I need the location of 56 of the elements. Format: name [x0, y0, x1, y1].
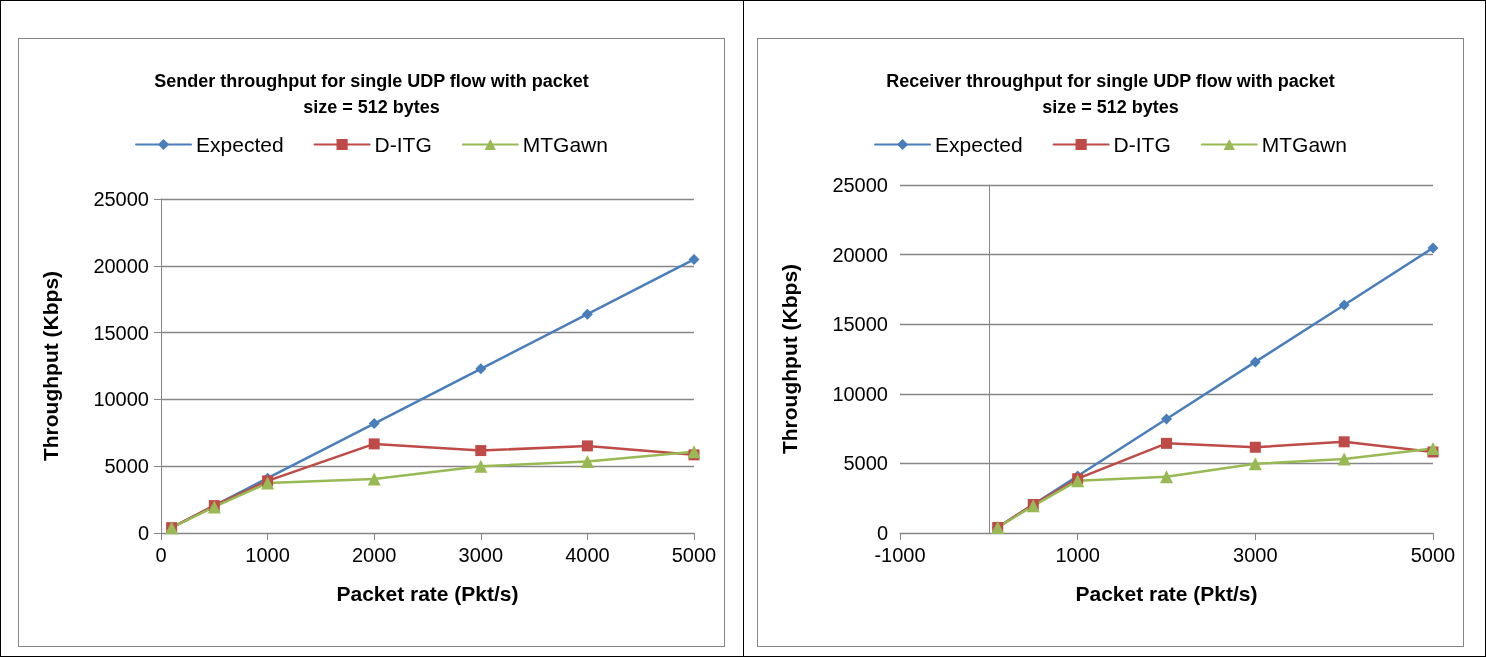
point [580, 455, 594, 469]
point [367, 472, 381, 486]
point [688, 253, 700, 265]
x-tick-label: 1000 [245, 544, 290, 566]
y-tick-label: 25000 [93, 188, 149, 210]
x-tick-label: 1000 [1055, 544, 1100, 566]
point [1338, 436, 1350, 448]
y-tick-label: 0 [137, 522, 149, 544]
point [1161, 413, 1172, 425]
point [475, 445, 487, 457]
point [687, 445, 701, 459]
point [1161, 437, 1172, 449]
point [581, 440, 593, 452]
legend-label: D-ITG [374, 133, 432, 156]
y-axis-title: Throughput (Kbps) [39, 270, 62, 462]
point [474, 459, 488, 473]
y-tick-label: 20000 [832, 243, 888, 266]
point [1248, 457, 1262, 471]
point [1249, 441, 1261, 453]
legend-label: Expected [196, 133, 284, 156]
y-tick-label: 10000 [93, 388, 149, 411]
x-tick-label: 3000 [1233, 544, 1278, 566]
point [1160, 470, 1173, 484]
x-tick-label: 5000 [1410, 544, 1456, 566]
y-tick-label: 5000 [843, 452, 888, 475]
legend-label: D-ITG [1113, 133, 1171, 156]
x-tick-label: 5000 [671, 544, 717, 566]
point [368, 418, 380, 430]
point [1427, 242, 1439, 254]
x-axis-title: Packet rate (Pkt/s) [1075, 582, 1258, 605]
x-tick-label: 2000 [351, 544, 397, 566]
point [368, 438, 380, 450]
point [1249, 356, 1261, 368]
point [1338, 299, 1350, 311]
x-axis-title: Packet rate (Pkt/s) [336, 582, 519, 605]
y-tick-label: 10000 [832, 382, 888, 405]
point [1426, 442, 1440, 456]
chart-title: Receiver throughput for single UDP flow with packet size = 512 bytes [886, 71, 1335, 117]
x-tick-label: 0 [155, 544, 167, 566]
x-tick-label: 3000 [458, 544, 504, 566]
point [581, 308, 593, 320]
legend-label: MTGawn [522, 133, 608, 156]
point [1337, 452, 1351, 466]
y-tick-label: 15000 [93, 321, 149, 344]
x-tick-label: -1000 [874, 544, 926, 566]
y-tick-label: 5000 [104, 455, 149, 478]
y-tick-label: 15000 [832, 313, 888, 336]
chart-title: Sender throughput for single UDP flow with packet size = 512 bytes [154, 71, 589, 117]
point [475, 363, 487, 375]
y-tick-label: 0 [876, 522, 888, 544]
x-tick-label: 4000 [565, 544, 610, 566]
y-tick-label: 20000 [93, 254, 149, 277]
legend-label: Expected [935, 133, 1023, 156]
y-axis-title: Throughput (Kbps) [778, 263, 801, 455]
legend-label: MTGawn [1261, 133, 1347, 156]
y-tick-label: 25000 [832, 174, 888, 196]
